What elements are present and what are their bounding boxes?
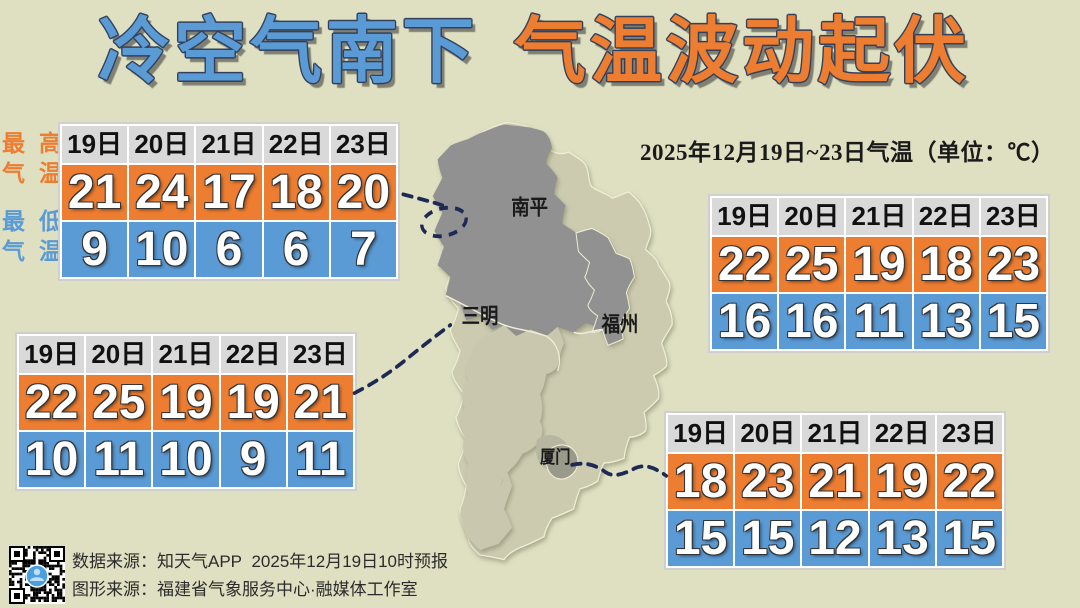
svg-text:南平: 南平 — [511, 196, 548, 219]
svg-text:厦门: 厦门 — [540, 447, 570, 467]
svg-text:三明: 三明 — [462, 305, 499, 328]
svg-text:福州: 福州 — [601, 312, 639, 337]
